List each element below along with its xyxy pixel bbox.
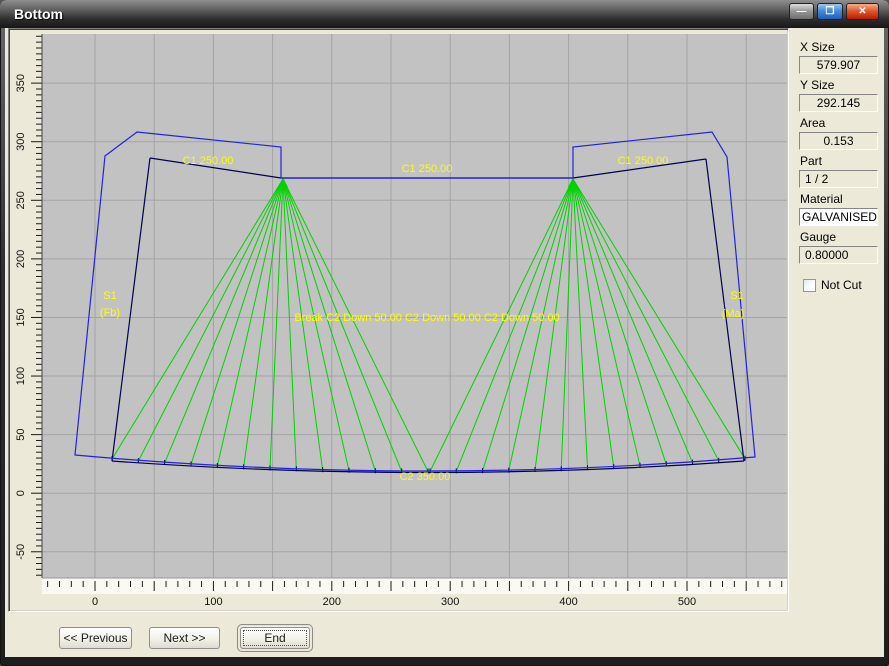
bend-lines bbox=[111, 178, 746, 472]
left-ruler: -50 0 50 100 150 200 250 300 350 bbox=[15, 35, 42, 576]
end-button[interactable]: End bbox=[240, 627, 310, 649]
not-cut-label: Not Cut bbox=[821, 278, 862, 292]
apex-marker bbox=[568, 178, 578, 187]
client-area: -50 0 50 100 150 200 250 300 350 0 100 200 300 400 500… bbox=[5, 28, 884, 657]
field-label-material: Material bbox=[800, 192, 843, 206]
cut-outline bbox=[74, 131, 756, 472]
field-label-x-size: X Size bbox=[800, 40, 835, 54]
svg-text:0: 0 bbox=[92, 596, 98, 608]
grid-lines bbox=[42, 34, 787, 578]
svg-text:150: 150 bbox=[15, 308, 27, 326]
svg-text:500: 500 bbox=[678, 596, 696, 608]
svg-text:300: 300 bbox=[441, 596, 459, 608]
pattern-labels: C1 250.00 C1 250.00 C1 250.00 S1 (Fb) S1 (Ma) B… bbox=[100, 155, 744, 483]
pattern-label: S1 bbox=[103, 290, 116, 302]
svg-text:50: 50 bbox=[15, 428, 27, 440]
properties-panel: X Size 579.907 Y Size 292.145 Area 0.153 Part 1… bbox=[797, 36, 881, 292]
svg-text:200: 200 bbox=[15, 250, 27, 268]
not-cut-checkbox[interactable] bbox=[803, 278, 816, 292]
bottom-ruler: 0 100 200 300 400 500 bbox=[47, 581, 783, 608]
title-bar[interactable]: Bottom — ❒ ✕ bbox=[0, 0, 889, 28]
field-label-part: Part bbox=[800, 154, 823, 168]
field-value-material[interactable]: GALVANISED bbox=[799, 208, 878, 226]
drawing-canvas[interactable]: -50 0 50 100 150 200 250 300 350 0 100 200 300 400 500… bbox=[10, 30, 787, 610]
field-value-gauge: 0.80000 bbox=[799, 246, 878, 264]
svg-text:-50: -50 bbox=[15, 544, 27, 560]
apex-marker bbox=[278, 178, 288, 187]
pattern-label: (Fb) bbox=[100, 307, 120, 319]
pattern-label: (Ma) bbox=[722, 308, 745, 320]
svg-text:300: 300 bbox=[15, 133, 27, 151]
svg-text:100: 100 bbox=[204, 596, 222, 608]
field-label-y-size: Y Size bbox=[800, 78, 835, 92]
next-button[interactable]: Next >> bbox=[149, 627, 220, 649]
pattern-label: C1 250.00 bbox=[402, 163, 453, 175]
svg-text:400: 400 bbox=[559, 596, 577, 608]
field-value-y-size: 292.145 bbox=[799, 94, 878, 112]
default-button-ring: End bbox=[237, 624, 313, 652]
field-value-area: 0.153 bbox=[799, 132, 878, 150]
svg-text:350: 350 bbox=[15, 74, 27, 92]
not-cut-row: Not Cut bbox=[803, 278, 881, 292]
flat-pattern: C1 250.00 C1 250.00 C1 250.00 S1 (Fb) S1 (Ma) B… bbox=[74, 131, 756, 483]
window-controls: — ❒ ✕ bbox=[789, 3, 879, 20]
maximize-button[interactable]: ❒ bbox=[817, 3, 843, 20]
pattern-label: C1 250.00 bbox=[618, 155, 669, 167]
field-label-area: Area bbox=[800, 116, 826, 130]
pattern-label: Break C2 Down 50.00 C2 Down 50.00 C2 Dow… bbox=[294, 312, 559, 324]
canvas-background[interactable] bbox=[42, 34, 787, 578]
svg-text:250: 250 bbox=[15, 191, 27, 209]
pattern-label: S1 bbox=[730, 290, 743, 302]
svg-text:200: 200 bbox=[323, 596, 341, 608]
minimize-button[interactable]: — bbox=[789, 3, 814, 20]
svg-text:0: 0 bbox=[15, 490, 27, 496]
window-title: Bottom bbox=[14, 6, 63, 22]
drawing-panel: -50 0 50 100 150 200 250 300 350 0 100 200 300 400 500… bbox=[8, 28, 789, 612]
previous-button[interactable]: << Previous bbox=[59, 627, 132, 649]
pattern-label: C1 250.00 bbox=[183, 155, 234, 167]
field-label-gauge: Gauge bbox=[800, 230, 837, 244]
footer-bar: << Previous Next >> End bbox=[5, 622, 884, 657]
close-button[interactable]: ✕ bbox=[846, 3, 879, 20]
field-value-part: 1 / 2 bbox=[799, 170, 878, 188]
pattern-label: C2 350.00 bbox=[400, 471, 451, 483]
svg-text:100: 100 bbox=[15, 367, 27, 385]
field-value-x-size: 579.907 bbox=[799, 56, 878, 74]
